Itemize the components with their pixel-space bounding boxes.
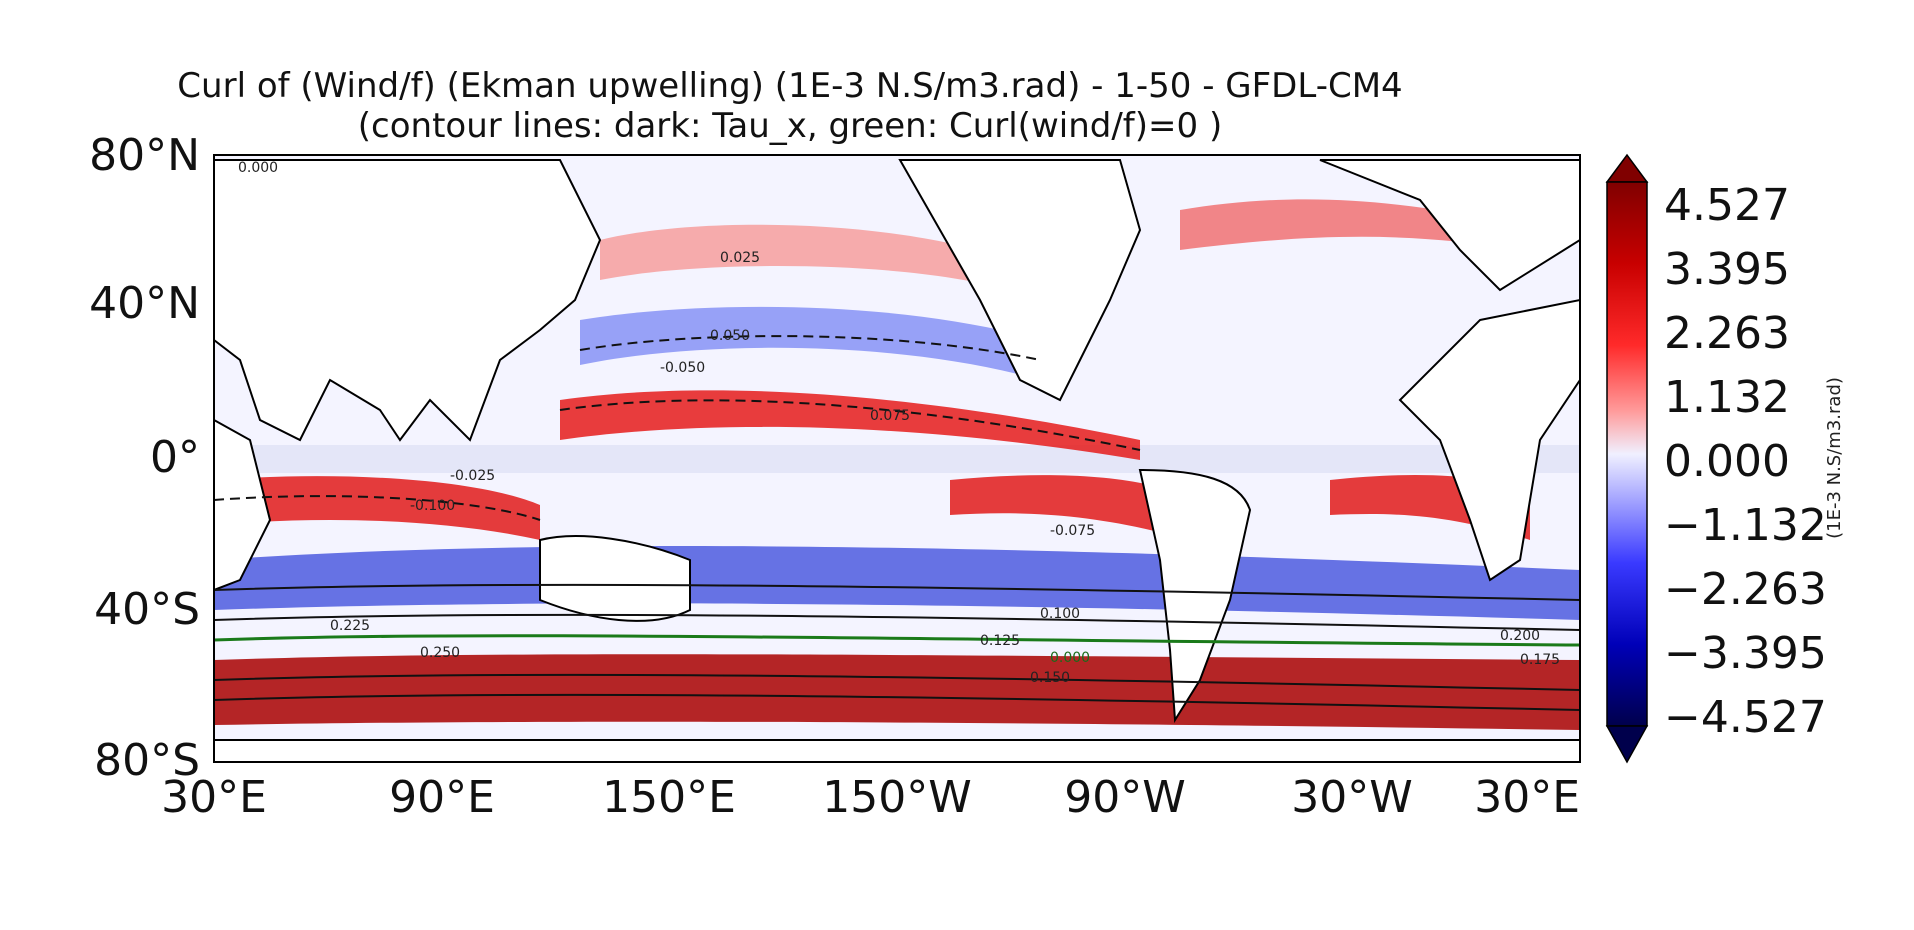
y-tick-label: 40°N	[89, 278, 200, 329]
x-tick-label: 30°W	[1291, 772, 1413, 823]
colorbar-tick-label: 1.132	[1664, 372, 1790, 423]
north-pacific-blue-band	[580, 306, 1040, 380]
contour-line	[214, 673, 1580, 691]
contour-line	[214, 583, 1580, 601]
north-america-land	[898, 159, 1142, 402]
x-tick-label: 150°W	[822, 772, 972, 823]
africa-west-land	[1398, 298, 1580, 582]
chart-title-line2: (contour lines: dark: Tau_x, green: Curl…	[357, 106, 1223, 146]
eurasia-africa-land	[214, 159, 602, 442]
contour-label: 0.025	[720, 250, 760, 266]
contour-label: 0.150	[1030, 670, 1070, 686]
contour-label: 0.250	[420, 645, 460, 661]
africa-east-land	[214, 418, 272, 592]
map-panel: 0.000 0.025 0.050 0.075 0.100 0.125 0.15…	[214, 155, 1580, 762]
colorbar-body	[1606, 181, 1648, 727]
colorbar-tick-label: 0.000	[1664, 436, 1790, 487]
y-tick-label: 0°	[150, 432, 200, 483]
y-tick-label: 80°S	[94, 735, 200, 786]
contour-label: 0.125	[980, 633, 1020, 649]
x-tick-label: 150°E	[602, 772, 736, 823]
indian-ocean-red-band	[214, 476, 540, 540]
south-america-land	[1138, 468, 1252, 724]
contour-label: -0.100	[410, 498, 455, 514]
contour-label: 0.175	[1520, 652, 1560, 668]
contour-label: -0.075	[1050, 523, 1095, 539]
colorbar-tick-label: 3.395	[1664, 244, 1790, 295]
y-tick-label: 40°S	[94, 584, 200, 635]
contour-line-dashed	[559, 399, 1141, 451]
contour-label: -0.025	[450, 468, 495, 484]
colorbar-extend-top	[1605, 153, 1649, 183]
map-frame	[213, 154, 1581, 763]
contour-label: -0.050	[660, 360, 705, 376]
south-pacific-red-band	[950, 475, 1190, 540]
contour-label: 0.050	[710, 328, 750, 344]
x-tick-label: 30°E	[161, 772, 267, 823]
contour-label: 0.075	[870, 408, 910, 424]
x-tick-label: 90°W	[1064, 772, 1186, 823]
y-tick-label: 80°N	[89, 130, 200, 181]
colorbar-tick-label: 4.527	[1664, 180, 1790, 231]
colorbar-extend-bottom	[1605, 725, 1649, 764]
chart-title-line1: Curl of (Wind/f) (Ekman upwelling) (1E-3…	[177, 66, 1403, 106]
contour-label-green: 0.000	[1050, 650, 1090, 666]
southern-ocean-red-band	[214, 654, 1580, 730]
colorbar-tick-label: 2.263	[1664, 308, 1790, 359]
contour-line-dashed	[579, 335, 1041, 361]
contour-line-dashed	[214, 495, 541, 521]
contour-line	[214, 693, 1580, 711]
green-zero-curl-contour	[214, 634, 1580, 647]
colorbar-tick-label: −4.527	[1664, 692, 1827, 743]
contour-label: 0.225	[330, 618, 370, 634]
contour-line	[214, 613, 1580, 631]
contour-label: 0.000	[238, 160, 278, 176]
equatorial-band	[214, 445, 1580, 473]
contour-label: 0.200	[1500, 628, 1540, 644]
x-tick-label: 90°E	[389, 772, 495, 823]
colorbar-tick-label: −2.263	[1664, 564, 1827, 615]
antarctica-land	[214, 739, 1580, 762]
contour-label: 0.100	[1040, 606, 1080, 622]
australia-land	[539, 535, 691, 622]
colorbar-unit-label: (1E-3 N.S/m3.rad)	[1824, 377, 1845, 539]
colorbar: 4.527 3.395 2.263 1.132 0.000 −1.132 −2.…	[1605, 153, 1845, 764]
x-tick-label: 30°E	[1474, 772, 1580, 823]
north-pacific-subpolar-band	[600, 224, 1010, 290]
north-pacific-red-band	[560, 390, 1140, 460]
colorbar-tick-label: −3.395	[1664, 628, 1827, 679]
europe-land	[1319, 159, 1580, 292]
colorbar-tick-label: −1.132	[1664, 500, 1827, 551]
